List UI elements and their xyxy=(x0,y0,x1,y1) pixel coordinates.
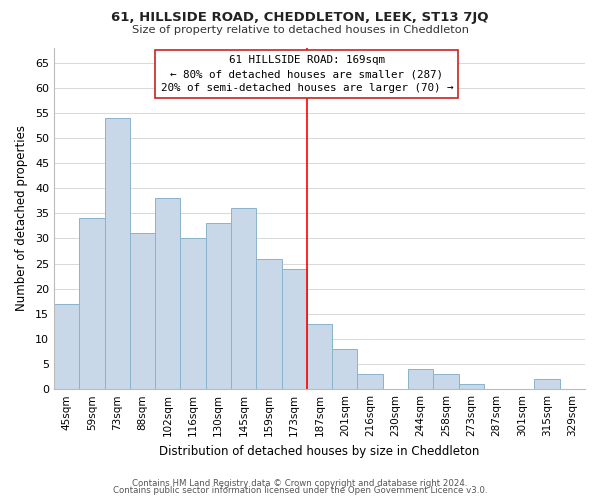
Y-axis label: Number of detached properties: Number of detached properties xyxy=(15,126,28,312)
Bar xyxy=(206,224,231,389)
Bar xyxy=(408,369,433,389)
Bar xyxy=(231,208,256,389)
Text: Contains HM Land Registry data © Crown copyright and database right 2024.: Contains HM Land Registry data © Crown c… xyxy=(132,478,468,488)
Bar xyxy=(79,218,104,389)
Bar xyxy=(332,349,358,389)
Text: 61, HILLSIDE ROAD, CHEDDLETON, LEEK, ST13 7JQ: 61, HILLSIDE ROAD, CHEDDLETON, LEEK, ST1… xyxy=(111,11,489,24)
Text: 61 HILLSIDE ROAD: 169sqm
← 80% of detached houses are smaller (287)
20% of semi-: 61 HILLSIDE ROAD: 169sqm ← 80% of detach… xyxy=(161,55,453,93)
Text: Size of property relative to detached houses in Cheddleton: Size of property relative to detached ho… xyxy=(131,25,469,35)
Bar xyxy=(130,234,155,389)
X-axis label: Distribution of detached houses by size in Cheddleton: Distribution of detached houses by size … xyxy=(159,444,479,458)
Bar xyxy=(307,324,332,389)
Bar xyxy=(256,258,281,389)
Bar xyxy=(104,118,130,389)
Bar xyxy=(54,304,79,389)
Text: Contains public sector information licensed under the Open Government Licence v3: Contains public sector information licen… xyxy=(113,486,487,495)
Bar xyxy=(458,384,484,389)
Bar xyxy=(358,374,383,389)
Bar xyxy=(181,238,206,389)
Bar xyxy=(535,379,560,389)
Bar xyxy=(433,374,458,389)
Bar xyxy=(155,198,181,389)
Bar xyxy=(281,268,307,389)
